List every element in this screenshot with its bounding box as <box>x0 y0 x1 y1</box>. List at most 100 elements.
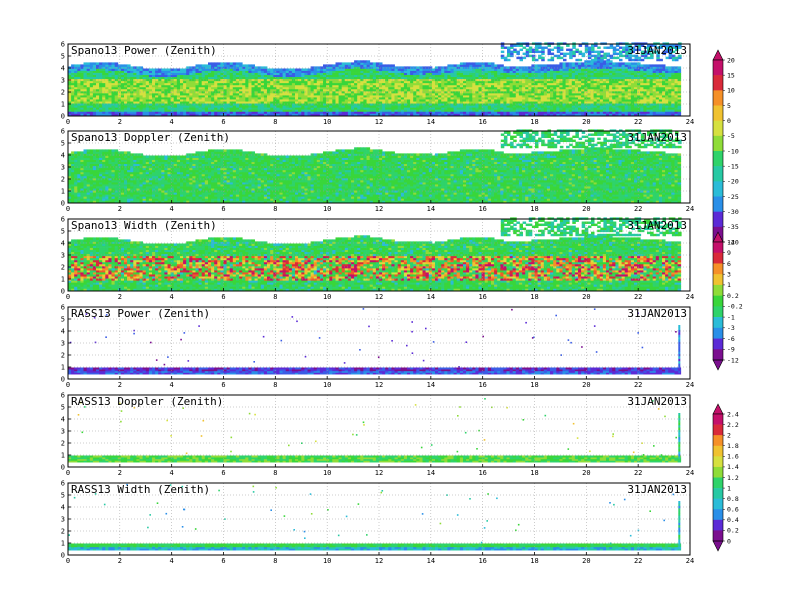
heatmap-cell <box>84 109 88 111</box>
heatmap-cell <box>500 93 504 95</box>
heatmap-cell <box>329 89 333 91</box>
heatmap-cell <box>438 113 442 115</box>
heatmap-cell <box>186 109 190 111</box>
heatmap-cell <box>404 99 408 101</box>
heatmap-cell <box>224 113 228 115</box>
heatmap-cell <box>127 99 131 101</box>
heatmap-cell <box>323 99 327 101</box>
heatmap-cell <box>500 113 504 115</box>
heatmap-cell <box>634 62 638 64</box>
heatmap-cell <box>410 109 414 111</box>
heatmap-cell <box>628 73 632 75</box>
heatmap-cell <box>640 103 644 105</box>
heatmap-cell <box>385 103 389 105</box>
heatmap-cell <box>158 69 162 71</box>
heatmap-cell <box>121 69 125 71</box>
heatmap-cell <box>587 60 591 62</box>
heatmap-cell <box>650 64 654 66</box>
heatmap-cell <box>547 69 551 71</box>
heatmap-cell <box>80 99 84 101</box>
heatmap-cell <box>625 89 629 91</box>
heatmap-cell <box>289 89 293 91</box>
heatmap-cell <box>485 109 489 111</box>
heatmap-cell <box>597 73 601 75</box>
heatmap-cell <box>594 83 598 85</box>
heatmap-cell <box>289 73 293 75</box>
heatmap-cell <box>74 69 78 71</box>
heatmap-cell <box>354 79 358 81</box>
heatmap-cell <box>500 103 504 105</box>
heatmap-cell <box>435 83 439 85</box>
heatmap-cell <box>189 66 193 68</box>
heatmap-cell <box>211 93 215 95</box>
heatmap-cell <box>102 79 106 81</box>
heatmap-cell <box>370 89 374 91</box>
heatmap-cell <box>351 89 355 91</box>
heatmap-cell <box>298 73 302 75</box>
heatmap-cell <box>460 109 464 111</box>
heatmap-cell <box>591 113 595 115</box>
heatmap-cell <box>108 103 112 105</box>
heatmap-cell <box>133 83 137 85</box>
heatmap-cell <box>273 83 277 85</box>
heatmap-cell <box>339 93 343 95</box>
heatmap-cell <box>556 64 560 66</box>
heatmap-cell <box>146 103 150 105</box>
heatmap-cell <box>136 79 140 81</box>
heatmap-cell <box>317 66 321 68</box>
heatmap-cell <box>659 99 663 101</box>
heatmap-cell <box>133 66 137 68</box>
heatmap-cell <box>485 69 489 71</box>
heatmap-cell <box>603 89 607 91</box>
heatmap-cell <box>326 103 330 105</box>
heatmap-cell <box>87 62 91 64</box>
heatmap-cell <box>211 99 215 101</box>
heatmap-cell <box>563 62 567 64</box>
heatmap-cell <box>124 83 128 85</box>
heatmap-cell <box>662 89 666 91</box>
heatmap-cell <box>323 93 327 95</box>
heatmap-cell <box>367 62 371 64</box>
heatmap-cell <box>407 113 411 115</box>
heatmap-cell <box>494 83 498 85</box>
heatmap-cell <box>398 69 402 71</box>
heatmap-cell <box>363 60 367 62</box>
heatmap-cell <box>410 113 414 115</box>
heatmap-cell <box>587 83 591 85</box>
heatmap-cell <box>214 103 218 105</box>
heatmap-cell <box>239 103 243 105</box>
heatmap-cell <box>675 73 679 75</box>
heatmap-cell <box>121 93 125 95</box>
heatmap-cell <box>407 83 411 85</box>
heatmap-cell <box>438 83 442 85</box>
heatmap-cell <box>612 99 616 101</box>
heatmap-cell <box>183 93 187 95</box>
heatmap-cell <box>205 69 209 71</box>
heatmap-cell <box>258 109 262 111</box>
heatmap-cell <box>211 83 215 85</box>
heatmap-cell <box>525 83 529 85</box>
heatmap-cell <box>211 109 215 111</box>
heatmap-cell <box>606 62 610 64</box>
heatmap-cell <box>640 69 644 71</box>
heatmap-cell <box>189 99 193 101</box>
heatmap-cell <box>466 69 470 71</box>
heatmap-cell <box>547 109 551 111</box>
heatmap-cell <box>108 93 112 95</box>
heatmap-cell <box>485 62 489 64</box>
heatmap-cell <box>267 73 271 75</box>
heatmap-cell <box>528 113 532 115</box>
heatmap-cell <box>283 103 287 105</box>
heatmap-cell <box>563 69 567 71</box>
heatmap-cell <box>217 73 221 75</box>
heatmap-cell <box>482 89 486 91</box>
heatmap-cell <box>108 99 112 101</box>
heatmap-cell <box>115 99 119 101</box>
heatmap-cell <box>423 113 427 115</box>
heatmap-cell <box>513 66 517 68</box>
heatmap-cell <box>370 83 374 85</box>
heatmap-cell <box>503 109 507 111</box>
heatmap-cell <box>457 83 461 85</box>
heatmap-cell <box>233 62 237 64</box>
heatmap-cell <box>553 113 557 115</box>
